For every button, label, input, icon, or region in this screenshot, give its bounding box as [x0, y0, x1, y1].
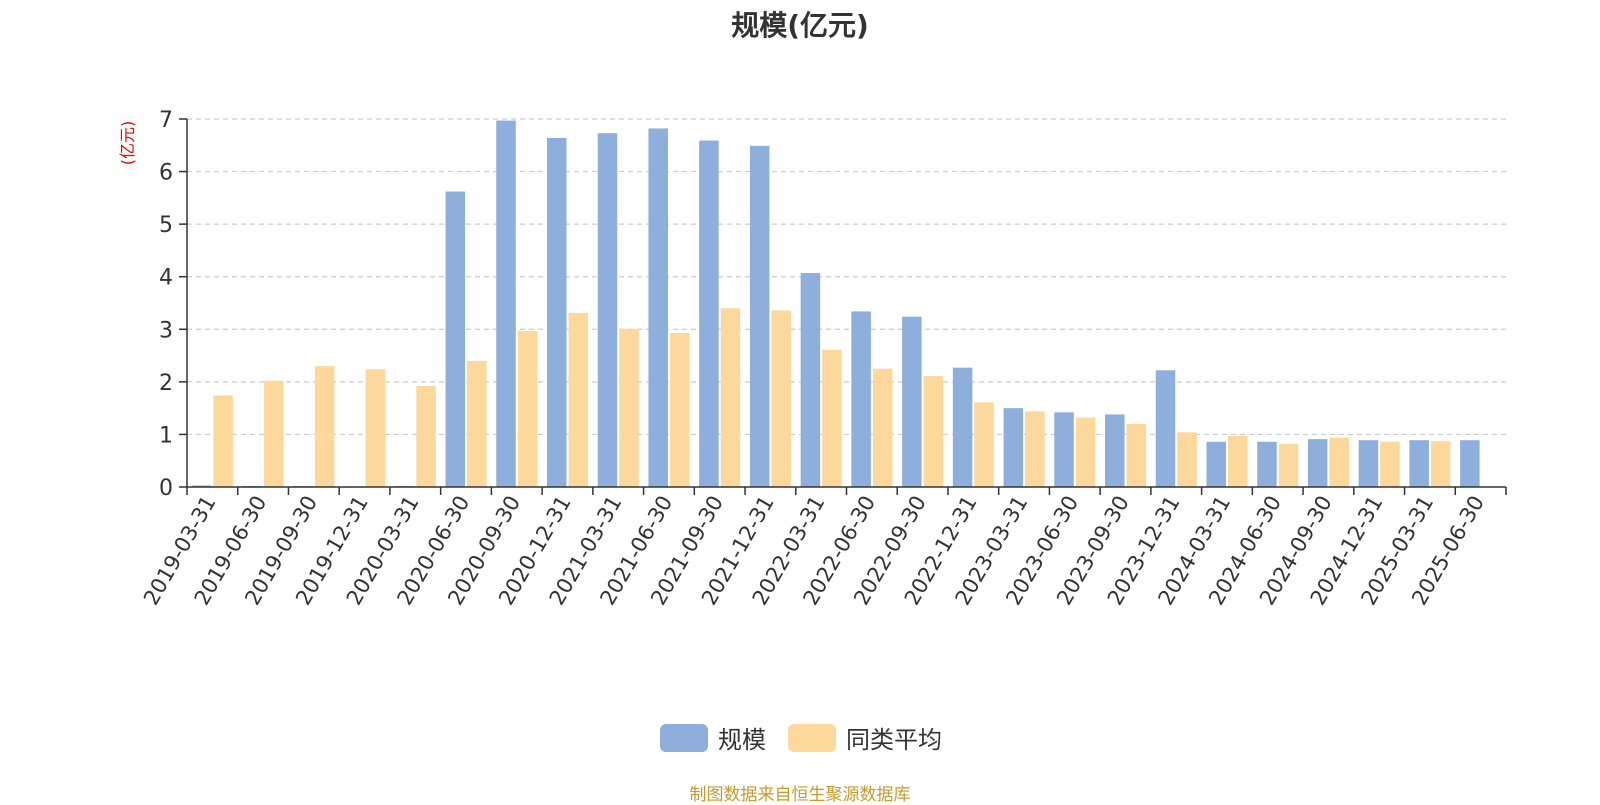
axes	[179, 118, 1507, 495]
bar-scale[interactable]	[952, 367, 973, 487]
bar-peer-average[interactable]	[213, 395, 233, 487]
legend-label-peer-average: 同类平均	[846, 726, 942, 754]
bar-scale[interactable]	[1460, 440, 1480, 487]
bar-peer-average[interactable]	[264, 380, 284, 487]
legend-item-peer-average[interactable]: 同类平均	[788, 720, 942, 755]
bar-peer-average[interactable]	[416, 386, 436, 487]
bar-peer-average[interactable]	[467, 360, 487, 487]
y-tick-label: 6	[159, 161, 173, 186]
bar-peer-average[interactable]	[365, 369, 386, 487]
bar-peer-average[interactable]	[872, 368, 893, 487]
y-tick-label: 3	[159, 318, 173, 343]
bar-peer-average[interactable]	[314, 366, 335, 487]
y-tick-label: 1	[159, 423, 173, 448]
bar-peer-average[interactable]	[1430, 441, 1451, 487]
bar-scale[interactable]	[1054, 412, 1074, 487]
legend-swatch-scale	[660, 723, 708, 752]
y-tick-label: 2	[159, 371, 173, 396]
bar-scale[interactable]	[800, 273, 821, 487]
y-axis-label: (亿元)	[118, 121, 137, 166]
bar-scale[interactable]	[648, 128, 668, 487]
bar-peer-average[interactable]	[669, 332, 690, 487]
bar-peer-average[interactable]	[619, 328, 639, 487]
bar-peer-average[interactable]	[1126, 423, 1147, 487]
bar-scale[interactable]	[1409, 440, 1429, 487]
bar-scale[interactable]	[902, 316, 922, 487]
bar-peer-average[interactable]	[974, 402, 994, 487]
bar-peer-average[interactable]	[720, 308, 741, 487]
bar-peer-average[interactable]	[1380, 441, 1400, 487]
bar-peer-average[interactable]	[822, 349, 842, 487]
bar-scale[interactable]	[749, 145, 770, 487]
bar-peer-average[interactable]	[1025, 411, 1045, 487]
bar-peer-average[interactable]	[923, 376, 944, 487]
bar-scale[interactable]	[1307, 439, 1328, 487]
bar-scale[interactable]	[1257, 441, 1277, 487]
bar-scale[interactable]	[191, 485, 212, 487]
bar-scale[interactable]	[1003, 408, 1024, 487]
bar-peer-average[interactable]	[771, 310, 791, 487]
y-tick-label: 0	[159, 476, 173, 501]
bar-scale[interactable]	[597, 133, 618, 488]
legend-item-scale[interactable]: 规模	[660, 720, 766, 755]
legend: 规模 同类平均	[660, 720, 942, 755]
y-tick-label: 4	[159, 266, 173, 291]
bar-peer-average[interactable]	[1227, 436, 1248, 487]
bar-scale[interactable]	[496, 120, 516, 487]
chart-title: 规模(亿元)	[731, 9, 869, 42]
bar-scale[interactable]	[1358, 440, 1379, 487]
bar-scale[interactable]	[445, 191, 466, 487]
bar-scale[interactable]	[1206, 441, 1226, 487]
legend-label-scale: 规模	[718, 726, 766, 754]
bar-scale[interactable]	[1105, 414, 1125, 487]
y-tick-label: 5	[159, 213, 173, 238]
bar-scale[interactable]	[699, 140, 719, 487]
bar-peer-average[interactable]	[1075, 417, 1096, 487]
bar-scale[interactable]	[1155, 370, 1176, 487]
bars	[191, 120, 1480, 488]
bar-peer-average[interactable]	[1177, 432, 1197, 487]
legend-swatch-peer-average	[788, 723, 836, 752]
bar-peer-average[interactable]	[1329, 437, 1349, 487]
bar-scale[interactable]	[851, 311, 871, 487]
bar-peer-average[interactable]	[1278, 443, 1299, 487]
y-tick-label: 7	[159, 108, 173, 133]
grid-lines	[187, 118, 1506, 436]
bar-peer-average[interactable]	[568, 312, 588, 487]
bar-scale[interactable]	[546, 137, 567, 487]
bar-peer-average[interactable]	[517, 330, 538, 487]
footer-source-note: 制图数据来自恒生聚源数据库	[689, 785, 911, 805]
